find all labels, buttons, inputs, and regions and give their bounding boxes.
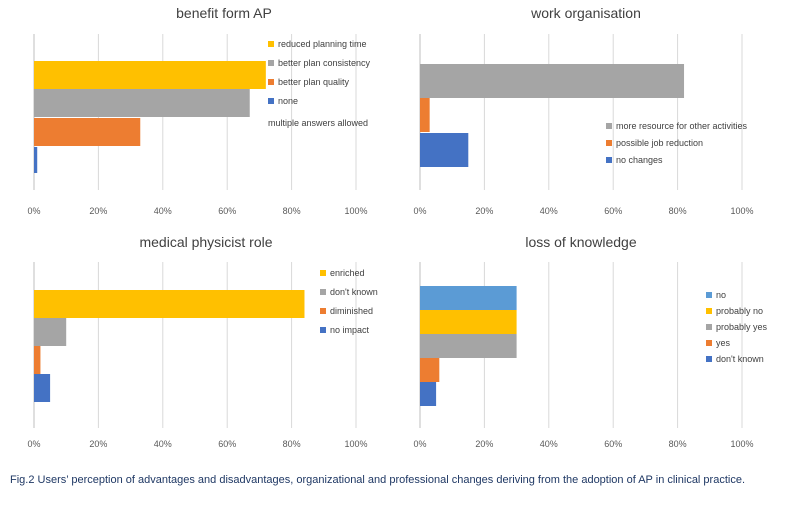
gridlines — [33, 262, 357, 428]
legend-swatch — [706, 308, 712, 314]
bars — [420, 286, 517, 406]
legend-label: probably no — [716, 306, 763, 316]
x-tick-label: 60% — [604, 206, 622, 216]
x-tick-label: 20% — [475, 206, 493, 216]
x-tick-labels: 0% 20% 40% 60% 80% 100% — [413, 439, 753, 449]
bar — [34, 346, 41, 374]
legend: enriched don't known diminished no impact — [320, 268, 378, 335]
legend-swatch — [268, 79, 274, 85]
legend-label: probably yes — [716, 322, 768, 332]
x-tick-label: 0% — [413, 206, 426, 216]
bar — [420, 286, 517, 310]
legend-swatch — [320, 270, 326, 276]
x-tick-label: 100% — [730, 206, 753, 216]
x-tick-label: 40% — [154, 206, 172, 216]
x-tick-labels: 0% 20% 40% 60% 80% 100% — [27, 206, 367, 216]
legend: more resource for other activities possib… — [606, 121, 748, 165]
legend-label: don't known — [330, 287, 378, 297]
x-tick-label: 100% — [730, 439, 753, 449]
x-tick-label: 100% — [344, 439, 367, 449]
legend-label: no — [716, 290, 726, 300]
legend-swatch — [606, 140, 612, 146]
legend-swatch — [320, 308, 326, 314]
x-tick-label: 0% — [413, 439, 426, 449]
bars — [34, 290, 305, 402]
x-tick-label: 0% — [27, 206, 40, 216]
legend-label: possible job reduction — [616, 138, 703, 148]
legend-label: enriched — [330, 268, 365, 278]
bar — [420, 382, 437, 406]
legend: no probably no probably yes yes don't known — [706, 290, 768, 364]
legend: reduced planning time better plan consist… — [268, 39, 371, 106]
legend-swatch — [706, 356, 712, 362]
legend-label: reduced planning time — [278, 39, 367, 49]
bar — [34, 374, 51, 402]
bar — [420, 98, 430, 132]
figure-caption: Fig.2 Users’ perception of advantages an… — [10, 474, 746, 486]
panel-work-organisation: work organisation 0% 20% 40% 60% 80% 100% mor… — [413, 5, 753, 216]
legend-label: better plan consistency — [278, 58, 371, 68]
x-tick-labels: 0% 20% 40% 60% 80% 100% — [413, 206, 753, 216]
bar — [34, 118, 141, 146]
legend-swatch — [606, 123, 612, 129]
legend-swatch — [606, 157, 612, 163]
panel-title: benefit form AP — [176, 5, 272, 21]
panel-title: loss of knowledge — [525, 234, 637, 250]
legend-label: diminished — [330, 306, 373, 316]
bar — [34, 89, 250, 117]
x-tick-label: 20% — [475, 439, 493, 449]
legend-swatch — [320, 289, 326, 295]
panel-title: work organisation — [530, 5, 641, 21]
panel-title: medical physicist role — [139, 234, 272, 250]
legend-swatch — [706, 292, 712, 298]
bar — [420, 334, 517, 358]
legend-label: more resource for other activities — [616, 121, 748, 131]
legend-label: no impact — [330, 325, 370, 335]
x-tick-label: 40% — [540, 206, 558, 216]
x-tick-labels: 0% 20% 40% 60% 80% 100% — [27, 439, 367, 449]
legend-label: don't known — [716, 354, 764, 364]
legend-swatch — [706, 340, 712, 346]
legend-swatch — [268, 41, 274, 47]
bar — [420, 64, 685, 98]
panel-medical-physicist-role: medical physicist role 0% 20% 40% 60% 80% 100… — [27, 234, 377, 449]
legend-label: yes — [716, 338, 731, 348]
bar — [420, 133, 469, 167]
legend-swatch — [268, 60, 274, 66]
x-tick-label: 60% — [218, 439, 236, 449]
x-tick-label: 80% — [669, 206, 687, 216]
bar — [420, 358, 440, 382]
x-tick-label: 100% — [344, 206, 367, 216]
legend-label: better plan quality — [278, 77, 350, 87]
x-tick-label: 60% — [604, 439, 622, 449]
bar — [420, 310, 517, 334]
x-tick-label: 80% — [283, 206, 301, 216]
legend-label: no changes — [616, 155, 663, 165]
bars — [34, 61, 266, 173]
x-tick-label: 80% — [283, 439, 301, 449]
x-tick-label: 80% — [669, 439, 687, 449]
panel-loss-of-knowledge: loss of knowledge 0% 20% 40% 60% 80% 100% no p… — [413, 234, 767, 449]
x-tick-label: 20% — [89, 439, 107, 449]
panel-benefit-form-ap: benefit form AP 0% 20% 40% 60% 80% 100% reduc… — [27, 5, 370, 216]
charts-canvas: benefit form AP 0% 20% 40% 60% 80% 100% reduc… — [27, 5, 767, 449]
x-tick-label: 20% — [89, 206, 107, 216]
legend-swatch — [268, 98, 274, 104]
legend-swatch — [706, 324, 712, 330]
bar — [34, 290, 305, 318]
x-tick-label: 40% — [540, 439, 558, 449]
bars — [420, 64, 685, 167]
legend-label: none — [278, 96, 298, 106]
bar — [34, 61, 266, 89]
bar — [34, 147, 38, 173]
legend-note: multiple answers allowed — [268, 118, 368, 128]
bar — [34, 318, 67, 346]
x-tick-label: 60% — [218, 206, 236, 216]
x-tick-label: 40% — [154, 439, 172, 449]
x-tick-label: 0% — [27, 439, 40, 449]
legend-swatch — [320, 327, 326, 333]
